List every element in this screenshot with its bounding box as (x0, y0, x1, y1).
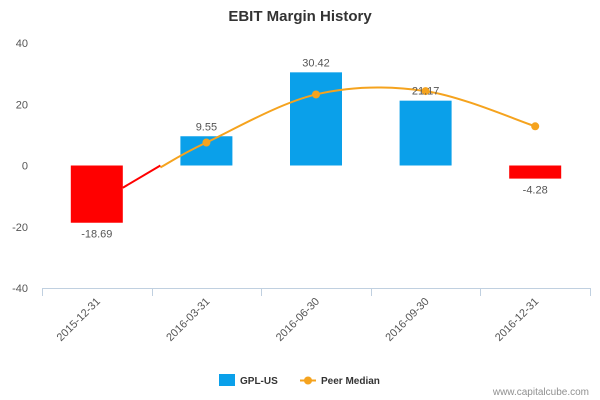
data-label: -4.28 (523, 185, 548, 197)
data-label: 9.55 (196, 121, 217, 133)
bar-2015-12-31 (70, 165, 123, 223)
data-label: 30.42 (302, 57, 330, 69)
peer-median-series (159, 86, 540, 169)
x-tick-label: 2016-09-30 (383, 296, 431, 344)
y-tick-label: -40 (12, 283, 28, 295)
y-tick-label: 20 (16, 99, 28, 111)
y-tick-label: 40 (16, 38, 28, 50)
x-tick-label: 2016-06-30 (274, 296, 322, 344)
legend-swatch-gpl-us (219, 374, 235, 386)
legend[interactable]: GPL-US Peer Median (219, 374, 380, 387)
legend-swatch-marker-peer-median (304, 376, 312, 385)
peer-median-point (421, 87, 430, 96)
peer-median-point (312, 90, 320, 99)
data-label: 21.17 (412, 86, 440, 98)
y-tick-label: 0 (22, 161, 28, 173)
peer-median-point (531, 122, 540, 131)
x-tick-label: 2015-12-31 (55, 296, 103, 344)
legend-item-peer-median[interactable]: Peer Median (300, 376, 380, 387)
data-label: -18.69 (81, 229, 112, 241)
x-axis: 2015-12-31 2016-03-31 2016-06-30 2016-09-30… (42, 288, 591, 344)
credit-text: www.capitalcube.com (492, 387, 589, 398)
data-labels: -18.69 9.55 30.42 21.17 -4.28 (81, 57, 548, 240)
bar-2016-06-30 (290, 72, 342, 166)
x-tick-label: 2016-03-31 (164, 296, 212, 344)
bar-2016-09-30 (399, 100, 452, 166)
connector-segment (122, 164, 161, 189)
chart-title: EBIT Margin History (228, 8, 372, 25)
bar-connector-line (122, 164, 161, 189)
peer-median-point (202, 138, 211, 147)
y-tick-label: -20 (12, 222, 28, 234)
y-axis: 40 20 0 -20 -40 (12, 38, 28, 295)
legend-item-gpl-us[interactable]: GPL-US (219, 374, 278, 387)
legend-label-peer-median: Peer Median (321, 376, 380, 387)
peer-median-line (159, 86, 536, 169)
x-tick-label: 2016-12-31 (493, 296, 541, 344)
bar-2016-12-31 (509, 165, 562, 179)
legend-label-gpl-us: GPL-US (240, 376, 278, 387)
